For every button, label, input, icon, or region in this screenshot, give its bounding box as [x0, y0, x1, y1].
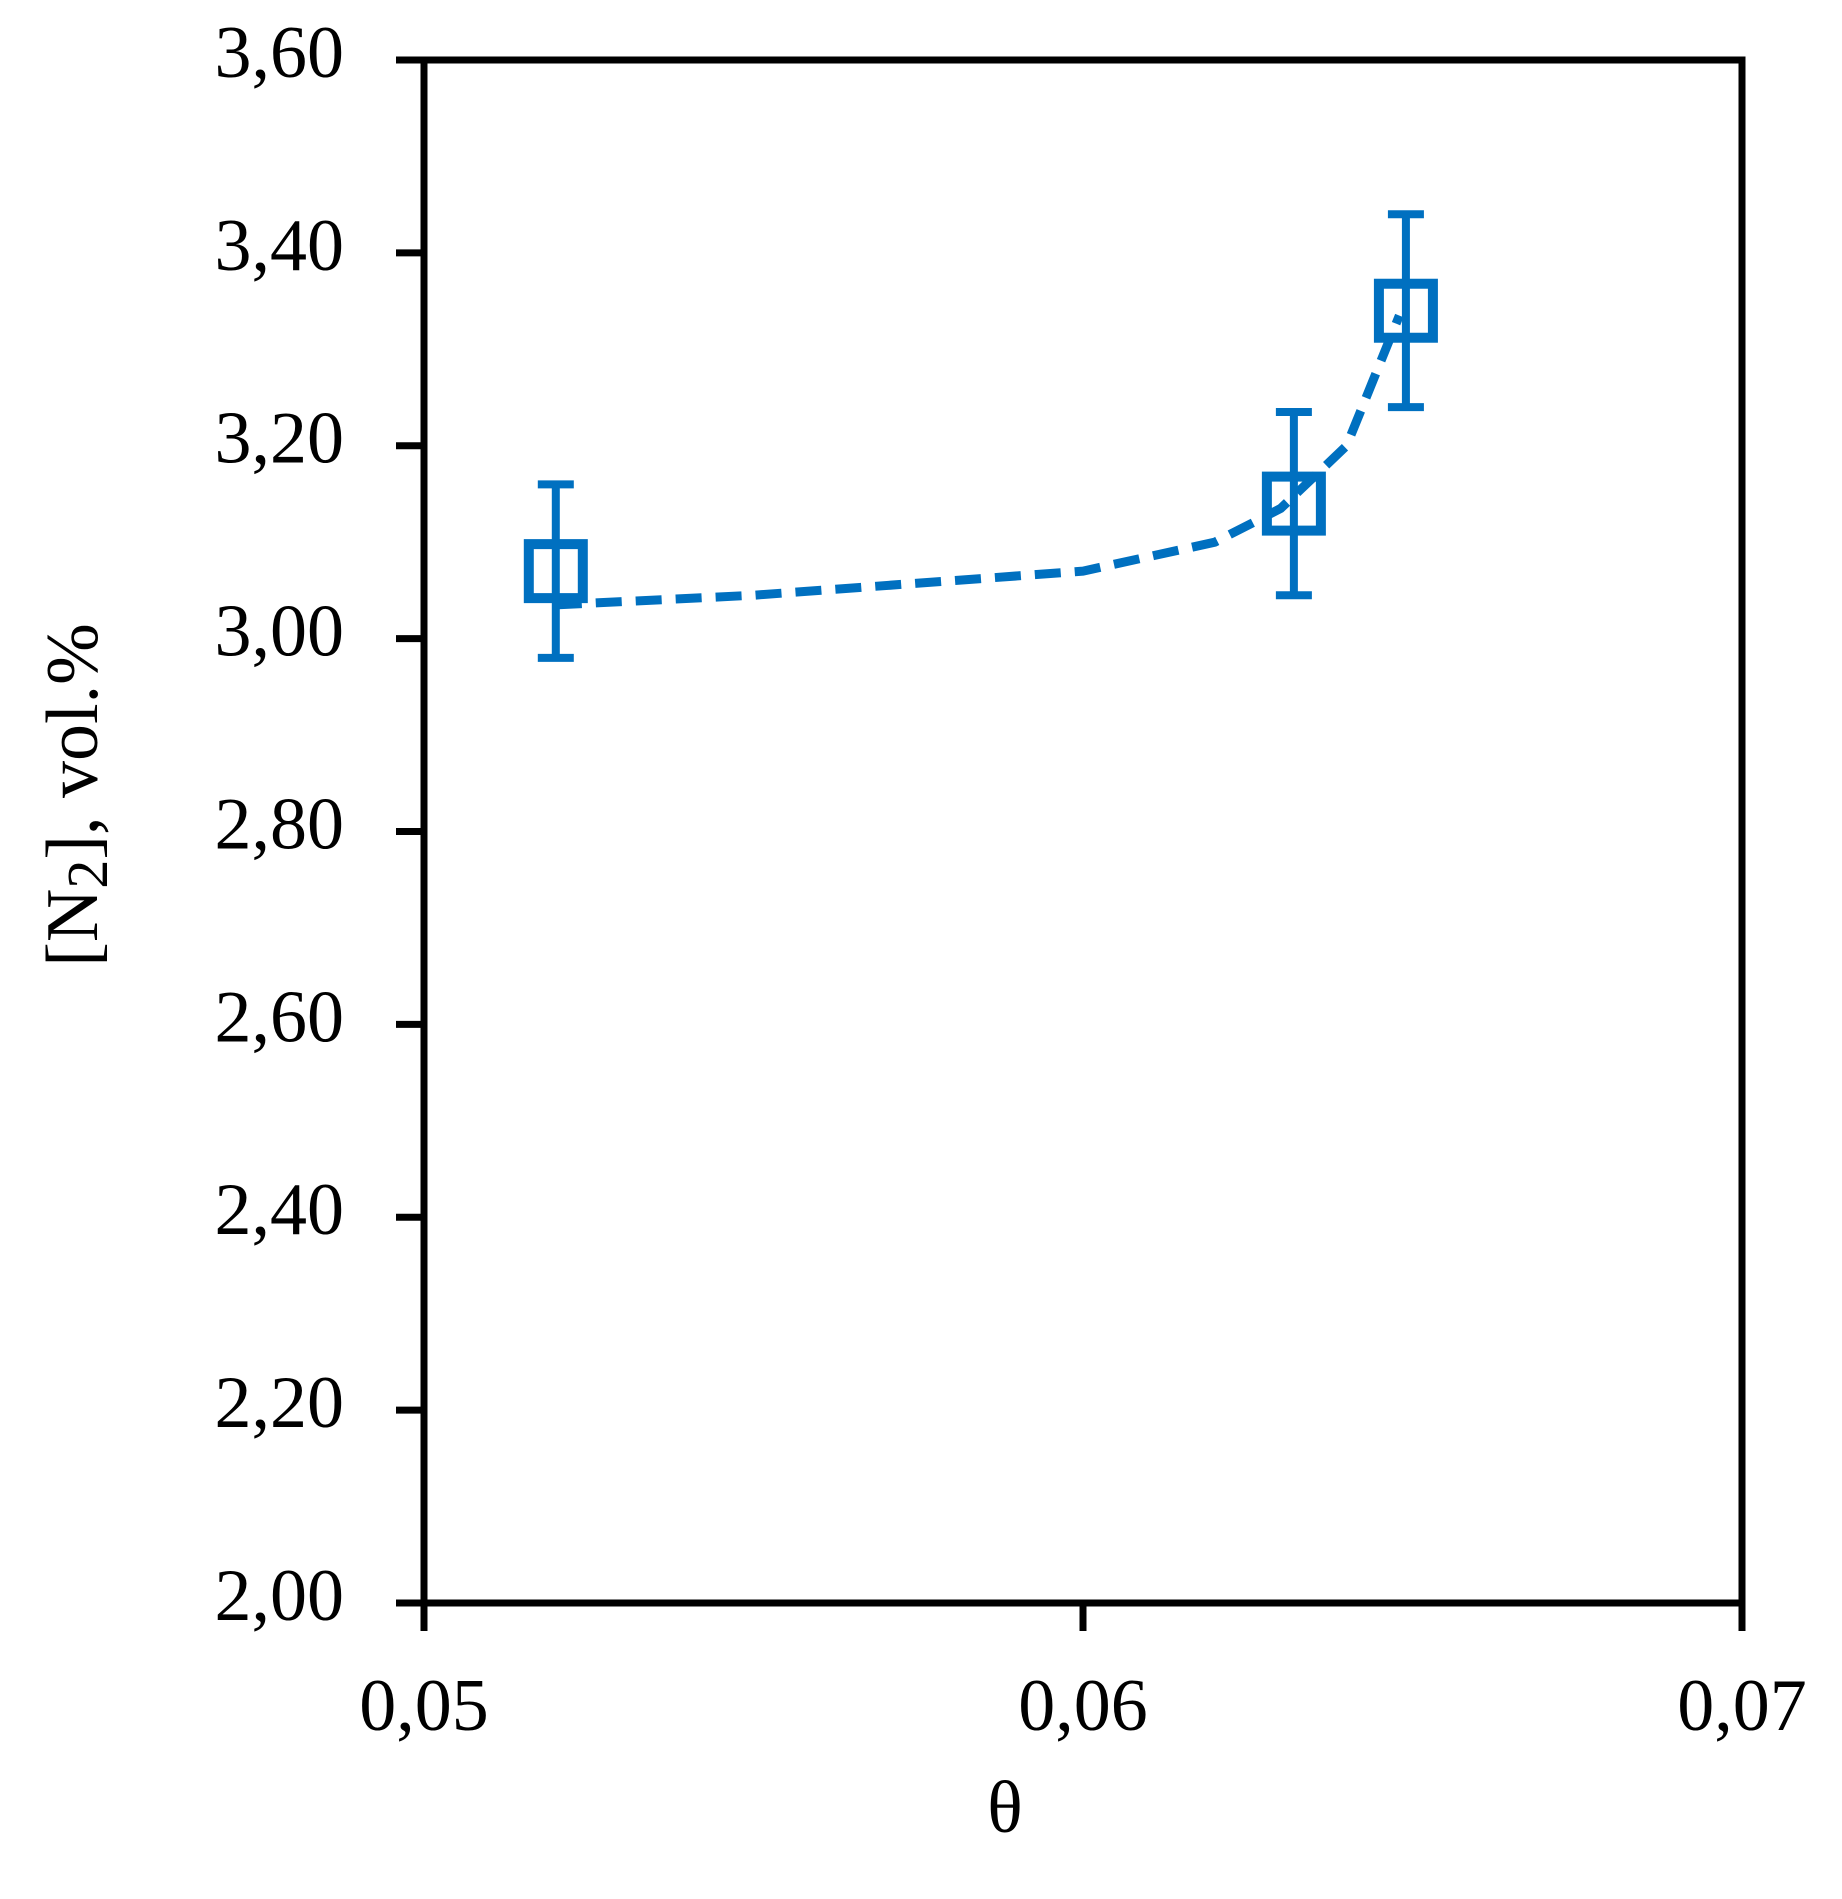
error-bar — [1387, 210, 1424, 412]
error-bar — [1275, 407, 1312, 600]
y-tick-label: 2,00 — [215, 1555, 345, 1637]
x-tick-label: 0,05 — [359, 1665, 489, 1747]
marker — [1261, 471, 1326, 536]
y-tick-label: 3,00 — [215, 591, 345, 673]
y-axis-title: [N2], vol.% — [32, 623, 120, 966]
y-tick-label: 3,20 — [215, 398, 345, 480]
y-tick-label: 2,20 — [215, 1362, 345, 1444]
marker — [523, 539, 588, 604]
y-title-subscript: 2 — [55, 860, 120, 889]
y-tick-label: 2,60 — [215, 976, 345, 1058]
y-tick-label: 2,40 — [215, 1169, 345, 1251]
y-tick-label: 3,60 — [215, 12, 345, 94]
trend-line — [555, 313, 1404, 610]
x-axis-title: θ — [987, 1767, 1022, 1849]
x-tick-label: 0,06 — [1018, 1665, 1148, 1747]
y-tick-label: 2,80 — [215, 783, 345, 865]
y-title-text: [N — [32, 889, 114, 967]
y-title-rest: ], vol.% — [32, 623, 114, 859]
y-tick-label: 3,40 — [215, 205, 345, 287]
x-tick-label: 0,07 — [1677, 1665, 1807, 1747]
plot-frame — [420, 56, 1746, 1607]
error-bar — [537, 480, 574, 662]
marker — [1373, 278, 1438, 343]
